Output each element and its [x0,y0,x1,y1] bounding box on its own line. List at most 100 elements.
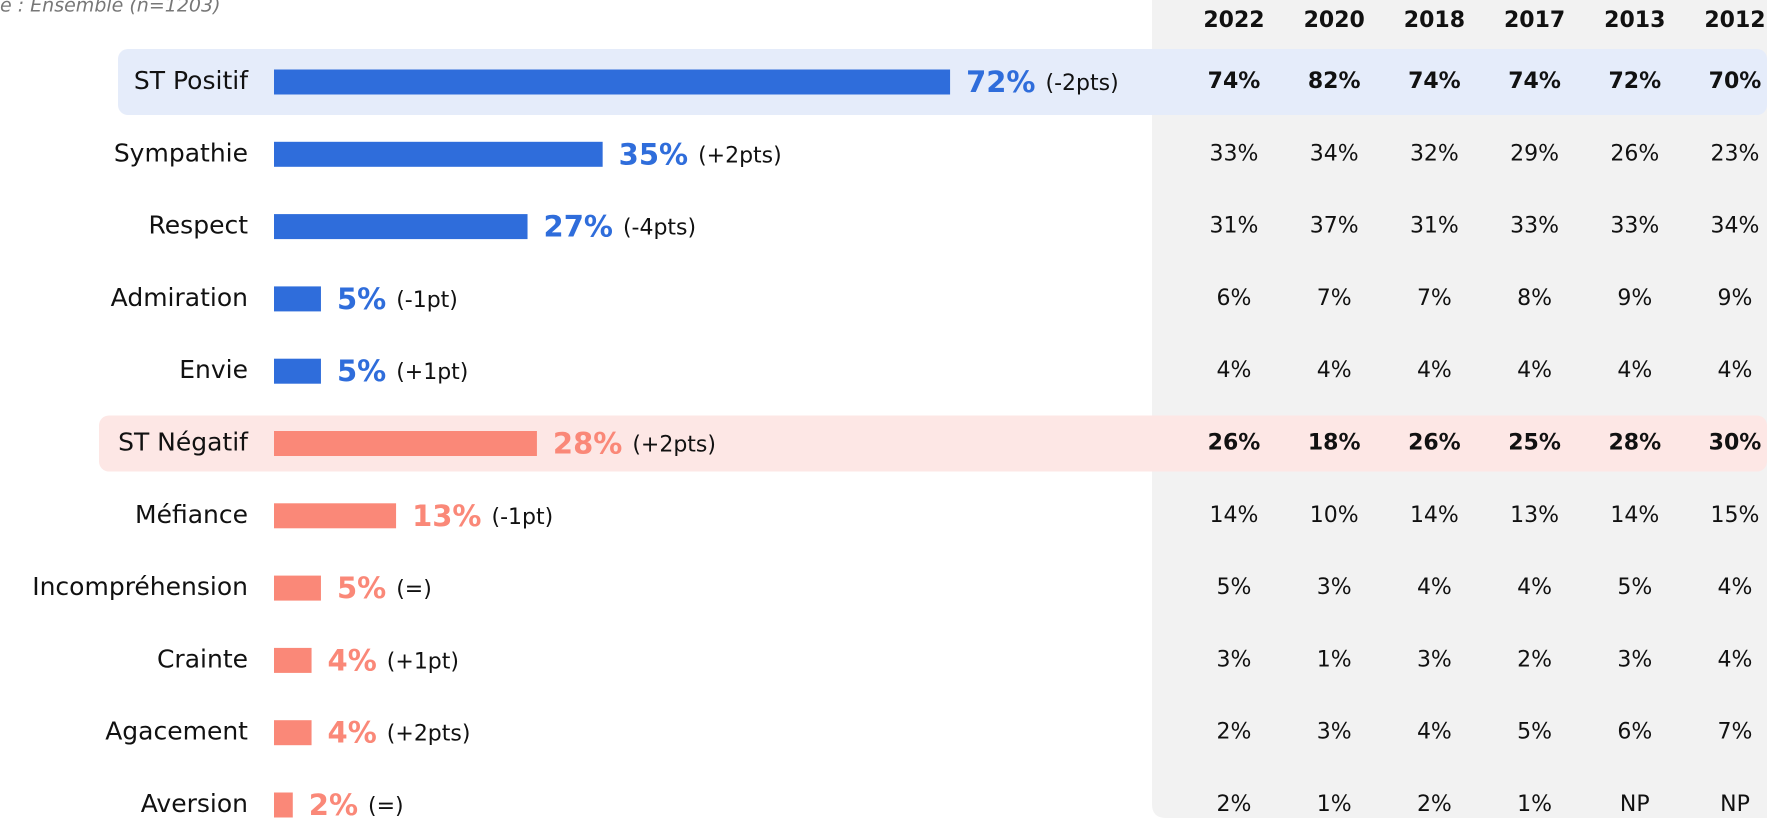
table-cell: 4% [1718,647,1753,672]
category-label: Respect [149,211,249,240]
bar [274,358,321,384]
table-cell: 18% [1308,431,1361,456]
table-cell: 2% [1217,792,1252,817]
change-label: (+1pt) [387,649,459,674]
table-cell: 6% [1617,720,1652,745]
bar [274,647,312,673]
value-label: 4% [328,716,377,750]
table-cell: 8% [1517,286,1552,311]
value-label: 2% [309,788,358,818]
table-cell: 13% [1510,503,1559,528]
table-cell: 5% [1217,575,1252,600]
table-cell: 2% [1217,720,1252,745]
table-cell: 10% [1310,503,1359,528]
table-cell: 33% [1510,214,1559,239]
change-label: (+2pts) [387,722,471,747]
table-cell: 3% [1217,647,1252,672]
value-label: 35% [619,137,688,171]
table-cell: 70% [1709,69,1762,94]
table-cell: 1% [1317,792,1352,817]
bar [274,792,293,818]
table-cell: 32% [1410,141,1459,166]
table-cell: 33% [1610,214,1659,239]
table-cell: 31% [1210,214,1259,239]
table-background [1152,0,1767,818]
change-label: (-1pt) [491,505,553,530]
table-cell: 33% [1210,141,1259,166]
table-cell: 1% [1317,647,1352,672]
table-cell: 26% [1408,431,1461,456]
category-label: ST Négatif [118,428,249,457]
table-cell: 34% [1310,141,1359,166]
table-cell: 4% [1417,575,1452,600]
table-header: 2017 [1504,8,1565,33]
change-label: (+1pt) [396,360,468,385]
change-label: (=) [396,577,432,602]
category-label: Agacement [105,717,248,746]
table-cell: 2% [1517,647,1552,672]
table-cell: 37% [1310,214,1359,239]
category-label: Crainte [157,644,248,673]
table-cell: 4% [1517,575,1552,600]
table-cell: 7% [1317,286,1352,311]
table-cell: 14% [1610,503,1659,528]
table-cell: 34% [1711,214,1760,239]
bar [274,286,321,312]
table-header: 2013 [1604,8,1665,33]
table-cell: 3% [1317,720,1352,745]
table-cell: 25% [1508,431,1561,456]
value-label: 28% [553,427,622,461]
category-label: Méfiance [135,500,248,529]
bar [274,575,321,601]
table-cell: 3% [1617,647,1652,672]
table-header: 2012 [1704,8,1765,33]
value-label: 72% [966,65,1035,99]
highlight-band [99,415,1767,472]
table-cell: 15% [1711,503,1760,528]
table-cell: 7% [1417,286,1452,311]
change-label: (+2pts) [632,433,716,458]
table-header: 2018 [1404,8,1465,33]
value-label: 5% [337,282,386,316]
table-cell: 6% [1217,286,1252,311]
table-cell: 14% [1210,503,1259,528]
table-cell: 74% [1508,69,1561,94]
table-cell: 5% [1617,575,1652,600]
category-label: Incompréhension [32,572,248,601]
table-cell: 23% [1711,141,1760,166]
table-cell: 26% [1610,141,1659,166]
table-header: 2020 [1304,8,1365,33]
table-cell: 82% [1308,69,1361,94]
table-cell: 28% [1608,431,1661,456]
table-cell: 74% [1408,69,1461,94]
table-cell: 72% [1608,69,1661,94]
table-cell: 3% [1317,575,1352,600]
change-label: (-1pt) [396,288,458,313]
table-cell: 29% [1510,141,1559,166]
change-label: (-4pts) [623,216,696,241]
change-label: (-2pts) [1046,71,1119,96]
category-label: Admiration [111,283,248,312]
table-cell: 4% [1317,358,1352,383]
table-cell: 4% [1417,358,1452,383]
bar [274,503,397,529]
table-cell: 1% [1517,792,1552,817]
table-cell: 7% [1718,720,1753,745]
value-label: 27% [544,210,613,244]
change-label: (=) [368,794,404,818]
table-cell: 4% [1718,575,1753,600]
table-cell: 4% [1617,358,1652,383]
table-cell: 26% [1208,431,1261,456]
bar [274,720,312,746]
category-label: ST Positif [134,66,249,95]
bar [274,431,537,456]
table-cell: 9% [1718,286,1753,311]
value-label: 5% [337,354,386,388]
table-cell: 14% [1410,503,1459,528]
table-cell: NP [1720,792,1750,817]
bar [274,69,951,95]
table-cell: NP [1620,792,1650,817]
value-label: 5% [337,571,386,605]
category-label: Aversion [141,789,248,818]
